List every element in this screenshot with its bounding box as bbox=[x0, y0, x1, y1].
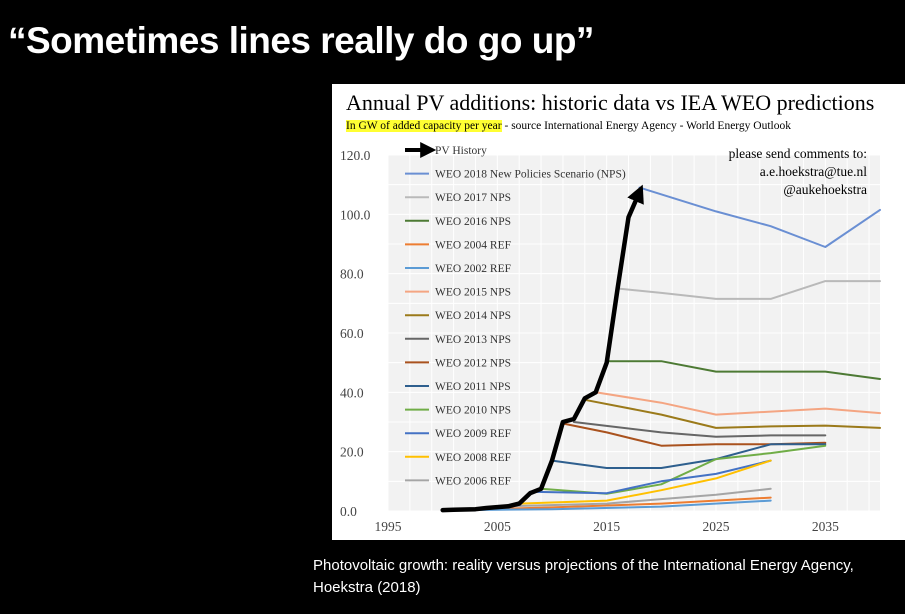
series-line bbox=[496, 487, 772, 508]
legend-label: WEO 2017 NPS bbox=[435, 192, 511, 204]
chart-title: Annual PV additions: historic data vs IE… bbox=[346, 90, 875, 115]
legend-label: WEO 2012 NPS bbox=[435, 357, 511, 369]
series-line bbox=[440, 184, 644, 513]
y-tick-label: 0.0 bbox=[340, 504, 357, 519]
legend-label: WEO 2006 REF bbox=[435, 475, 511, 487]
x-tick-label: 2005 bbox=[484, 519, 511, 534]
series-line bbox=[638, 186, 881, 248]
series-line bbox=[616, 280, 881, 300]
x-tick-label: 2025 bbox=[703, 519, 730, 534]
chart-svg: 0.0 20.0 40.0 60.0 80.0 100.0 120.0 1995 2005 201… bbox=[340, 142, 881, 534]
legend-label: WEO 2013 NPS bbox=[435, 334, 511, 346]
legend-label: WEO 2002 REF bbox=[435, 263, 511, 275]
comment-email: a.e.hoekstra@tue.nl bbox=[759, 164, 867, 179]
y-tick-label: 40.0 bbox=[340, 385, 364, 400]
series-line bbox=[551, 443, 827, 469]
chart-subtitle: In GW of added capacity per year - sourc… bbox=[346, 120, 791, 132]
x-tick-label: 2015 bbox=[593, 519, 620, 534]
subtitle-source: - source International Energy Agency - W… bbox=[501, 120, 791, 132]
series-line bbox=[441, 499, 772, 512]
legend-label: WEO 2009 REF bbox=[435, 428, 511, 440]
slide-caption: Photovoltaic growth: reality versus proj… bbox=[313, 557, 854, 596]
chart-panel: 0.0 20.0 40.0 60.0 80.0 100.0 120.0 1995 2005 201… bbox=[332, 84, 905, 540]
series-line bbox=[605, 360, 881, 380]
comment-handle: @aukehoekstra bbox=[783, 182, 867, 197]
series-line bbox=[572, 421, 827, 438]
y-tick-label: 60.0 bbox=[340, 326, 364, 341]
subtitle-highlight: In GW of added capacity per year bbox=[346, 120, 502, 132]
legend-label: PV History bbox=[435, 145, 487, 157]
legend-label: WEO 2011 NPS bbox=[435, 381, 511, 393]
legend-label: WEO 2008 REF bbox=[435, 452, 511, 464]
y-tick-label: 120.0 bbox=[340, 148, 371, 163]
y-tick-label: 100.0 bbox=[340, 207, 371, 222]
series-line bbox=[583, 398, 881, 429]
comment-line-1: please send comments to: bbox=[728, 146, 867, 161]
legend-label: WEO 2018 New Policies Scenario (NPS) bbox=[435, 169, 626, 181]
series-line bbox=[529, 459, 772, 495]
slide-title: “Sometimes lines really do go up” bbox=[8, 20, 594, 61]
y-tick-label: 20.0 bbox=[340, 445, 364, 460]
legend-label: WEO 2015 NPS bbox=[435, 287, 511, 299]
legend-label: WEO 2016 NPS bbox=[435, 216, 511, 228]
legend-label: WEO 2014 NPS bbox=[435, 310, 511, 322]
legend-label: WEO 2004 REF bbox=[435, 239, 511, 251]
x-tick-label: 2035 bbox=[812, 519, 839, 534]
series-line bbox=[518, 459, 772, 505]
x-tick-label: 1995 bbox=[375, 519, 402, 534]
y-tick-label: 80.0 bbox=[340, 267, 364, 282]
series-line bbox=[463, 496, 772, 511]
series-line bbox=[594, 391, 881, 416]
legend-label: WEO 2010 NPS bbox=[435, 405, 511, 417]
